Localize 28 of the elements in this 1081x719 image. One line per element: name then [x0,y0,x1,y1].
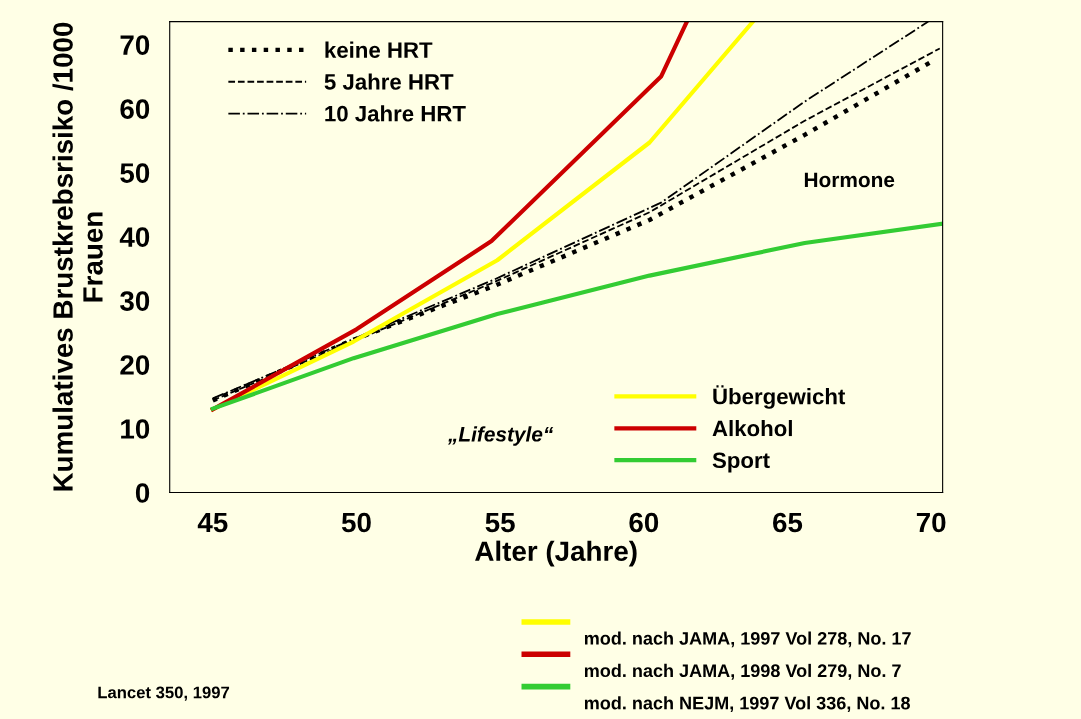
text: mod. nach JAMA, 1997 Vol 278, No. 17 [584,631,911,648]
legend-label: keine HRT [325,41,433,58]
y-tick-label: 40 [119,227,150,247]
x-tick-label: 60 [629,512,659,533]
y-tick-label: 10 [121,419,150,439]
y-tick-label: 20 [120,355,150,375]
legend-label: Sport [712,452,770,473]
annotation: „Lifestyle“ [447,426,554,446]
x-axis-title: Alter (Jahre) [475,540,637,567]
y-tick-label: 50 [120,163,150,183]
x-tick-label: 50 [341,512,371,533]
x-tick-label: 55 [485,512,515,533]
legend-label: Alkohol [712,419,792,437]
text: mod. nach JAMA, 1998 Vol 279, No. 7 [584,663,901,680]
legend-label: 5 Jahre HRT [324,73,454,90]
legend-label: Übergewicht [713,385,846,409]
legend-label: 10 Jahre HRT [325,105,466,122]
y-tick-label: 30 [120,291,150,311]
y-tick-label: 0 [135,483,150,503]
y-tick-label: 60 [120,99,150,119]
x-tick-label: 65 [773,512,803,533]
y-axis-title: Kumulatives Brustkrebsrisiko /1000 Frauen [52,22,103,491]
text: Lancet 350, 1997 [98,686,230,701]
text: mod. nach NEJM, 1997 Vol 336, No. 18 [584,696,910,713]
y-tick-label: 70 [120,35,150,55]
annotation: Hormone [804,172,895,188]
x-tick-label: 70 [916,512,946,533]
x-tick-label: 45 [197,512,228,533]
